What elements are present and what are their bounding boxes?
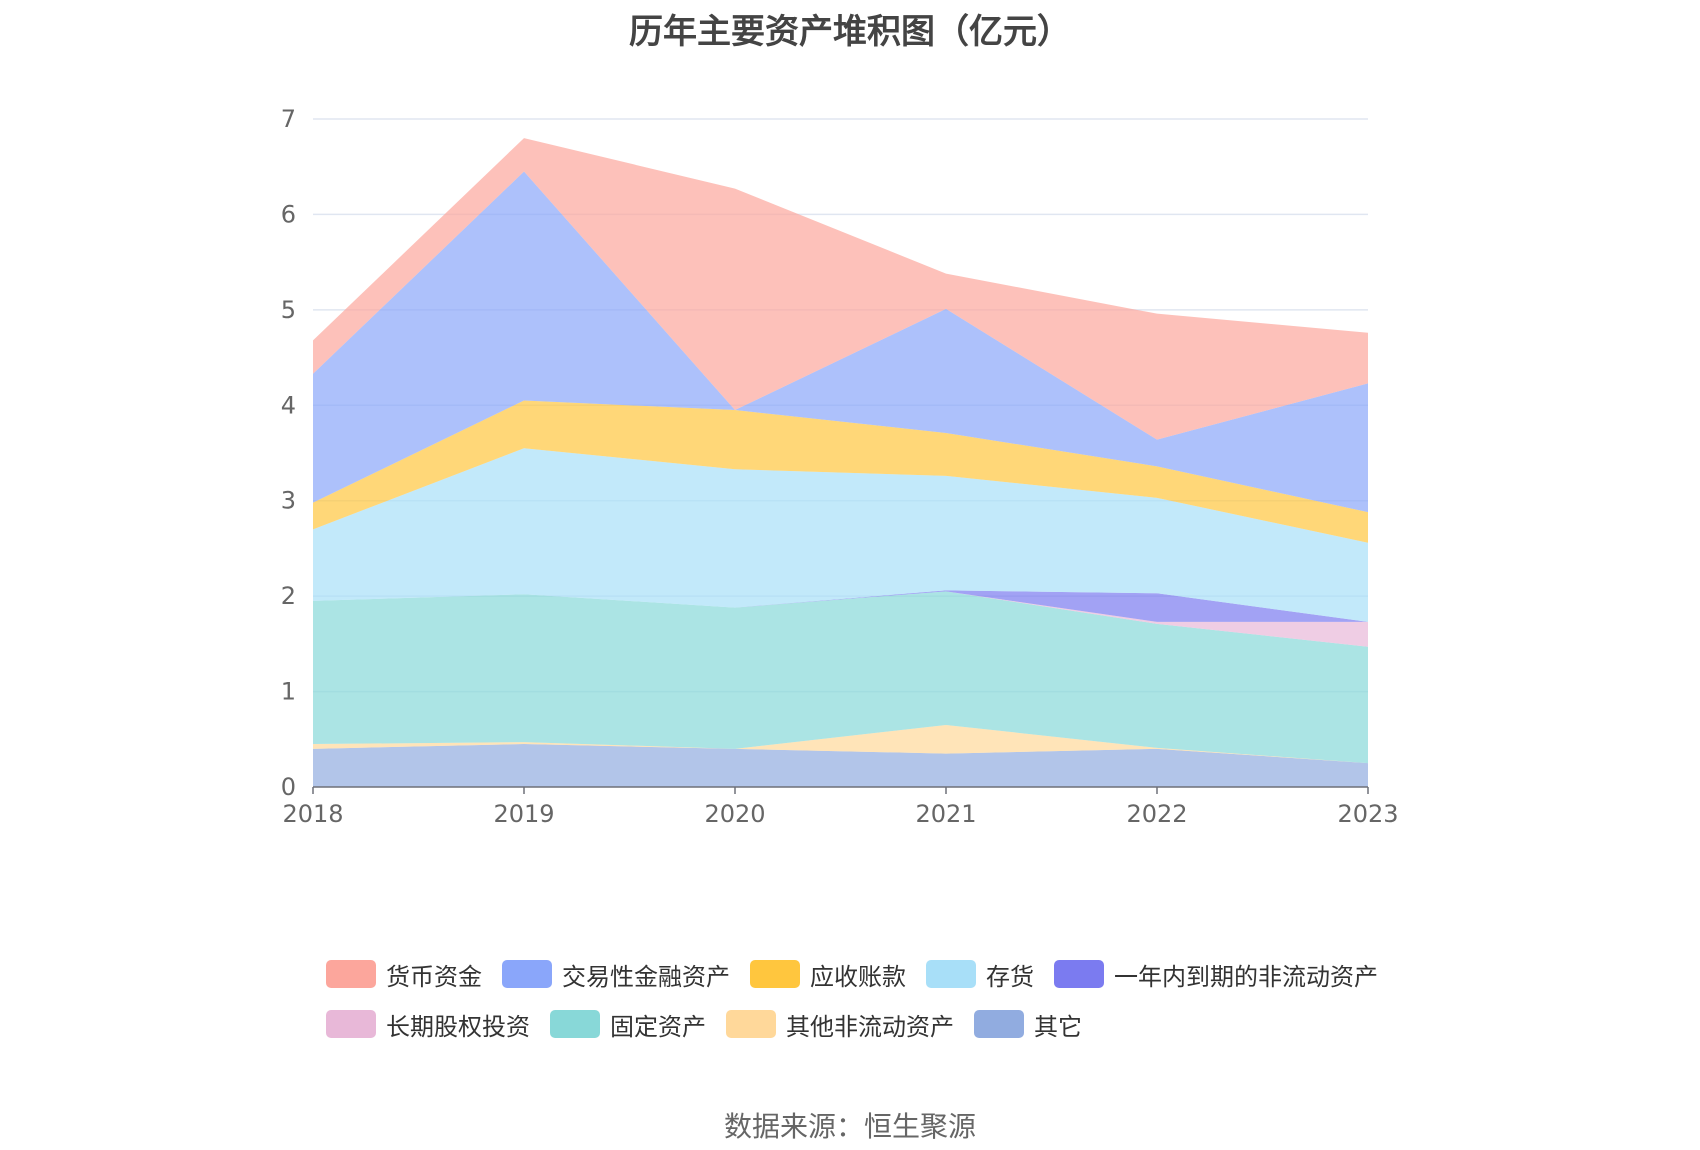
y-tick-label: 5 xyxy=(281,296,296,324)
legend: 货币资金 交易性金融资产 应收账款 存货 一年内到期的非流动资产 长期股权投资 固定资产 其… xyxy=(326,955,1426,1055)
y-tick-label: 0 xyxy=(281,773,296,801)
legend-item[interactable]: 交易性金融资产 xyxy=(502,957,730,992)
legend-item[interactable]: 其他非流动资产 xyxy=(726,1007,954,1042)
legend-swatch xyxy=(326,960,376,988)
legend-item[interactable]: 存货 xyxy=(926,957,1034,992)
area-series-货币资金[interactable] xyxy=(313,138,1368,440)
x-tick-label: 2020 xyxy=(704,800,765,828)
legend-swatch xyxy=(750,960,800,988)
area-series xyxy=(313,138,1368,787)
legend-item[interactable]: 固定资产 xyxy=(550,1007,706,1042)
legend-swatch xyxy=(502,960,552,988)
legend-item[interactable]: 应收账款 xyxy=(750,957,906,992)
legend-label: 一年内到期的非流动资产 xyxy=(1114,962,1378,991)
legend-swatch xyxy=(974,1010,1024,1038)
legend-row: 货币资金 交易性金融资产 应收账款 存货 一年内到期的非流动资产 xyxy=(326,955,1426,993)
legend-swatch xyxy=(1054,960,1104,988)
legend-swatch xyxy=(726,1010,776,1038)
legend-swatch xyxy=(926,960,976,988)
legend-label: 存货 xyxy=(986,962,1034,991)
legend-label: 固定资产 xyxy=(610,1012,706,1041)
y-tick-label: 2 xyxy=(281,582,296,610)
y-tick-label: 4 xyxy=(281,391,296,419)
axes: 0 1 2 3 4 5 6 7 2018 2019 2020 2021 2022 2023 xyxy=(281,105,1399,828)
legend-label: 货币资金 xyxy=(386,962,482,991)
area-series-存货[interactable] xyxy=(313,448,1368,622)
x-tick-label: 2023 xyxy=(1337,800,1398,828)
y-tick-label: 7 xyxy=(281,105,296,133)
legend-swatch xyxy=(326,1010,376,1038)
legend-label: 其他非流动资产 xyxy=(786,1012,954,1041)
x-tick-label: 2022 xyxy=(1126,800,1187,828)
data-source-note: 数据来源：恒生聚源 xyxy=(723,1110,976,1143)
legend-row: 长期股权投资 固定资产 其他非流动资产 其它 xyxy=(326,1005,1426,1043)
area-series-交易性金融资产[interactable] xyxy=(313,171,1368,513)
legend-item[interactable]: 货币资金 xyxy=(326,957,482,992)
area-series-其它[interactable] xyxy=(313,744,1368,787)
legend-label: 其它 xyxy=(1034,1012,1082,1041)
legend-label: 应收账款 xyxy=(810,962,906,991)
legend-swatch xyxy=(550,1010,600,1038)
area-series-应收账款[interactable] xyxy=(313,400,1368,543)
chart-title: 历年主要资产堆积图（亿元） xyxy=(629,12,1071,52)
legend-label: 交易性金融资产 xyxy=(562,962,730,991)
y-tick-label: 3 xyxy=(281,487,296,515)
x-tick-label: 2018 xyxy=(282,800,343,828)
area-series-一年内到期的非流动资产[interactable] xyxy=(313,590,1368,622)
y-tick-label: 1 xyxy=(281,678,296,706)
legend-label: 长期股权投资 xyxy=(386,1012,530,1041)
y-tick-label: 6 xyxy=(281,200,296,228)
legend-item[interactable]: 长期股权投资 xyxy=(326,1007,530,1042)
legend-item[interactable]: 一年内到期的非流动资产 xyxy=(1054,957,1378,992)
area-series-固定资产[interactable] xyxy=(313,591,1368,764)
legend-item[interactable]: 其它 xyxy=(974,1007,1082,1042)
area-series-其他非流动资产[interactable] xyxy=(313,724,1368,764)
x-tick-label: 2019 xyxy=(493,800,554,828)
x-tick-label: 2021 xyxy=(915,800,976,828)
